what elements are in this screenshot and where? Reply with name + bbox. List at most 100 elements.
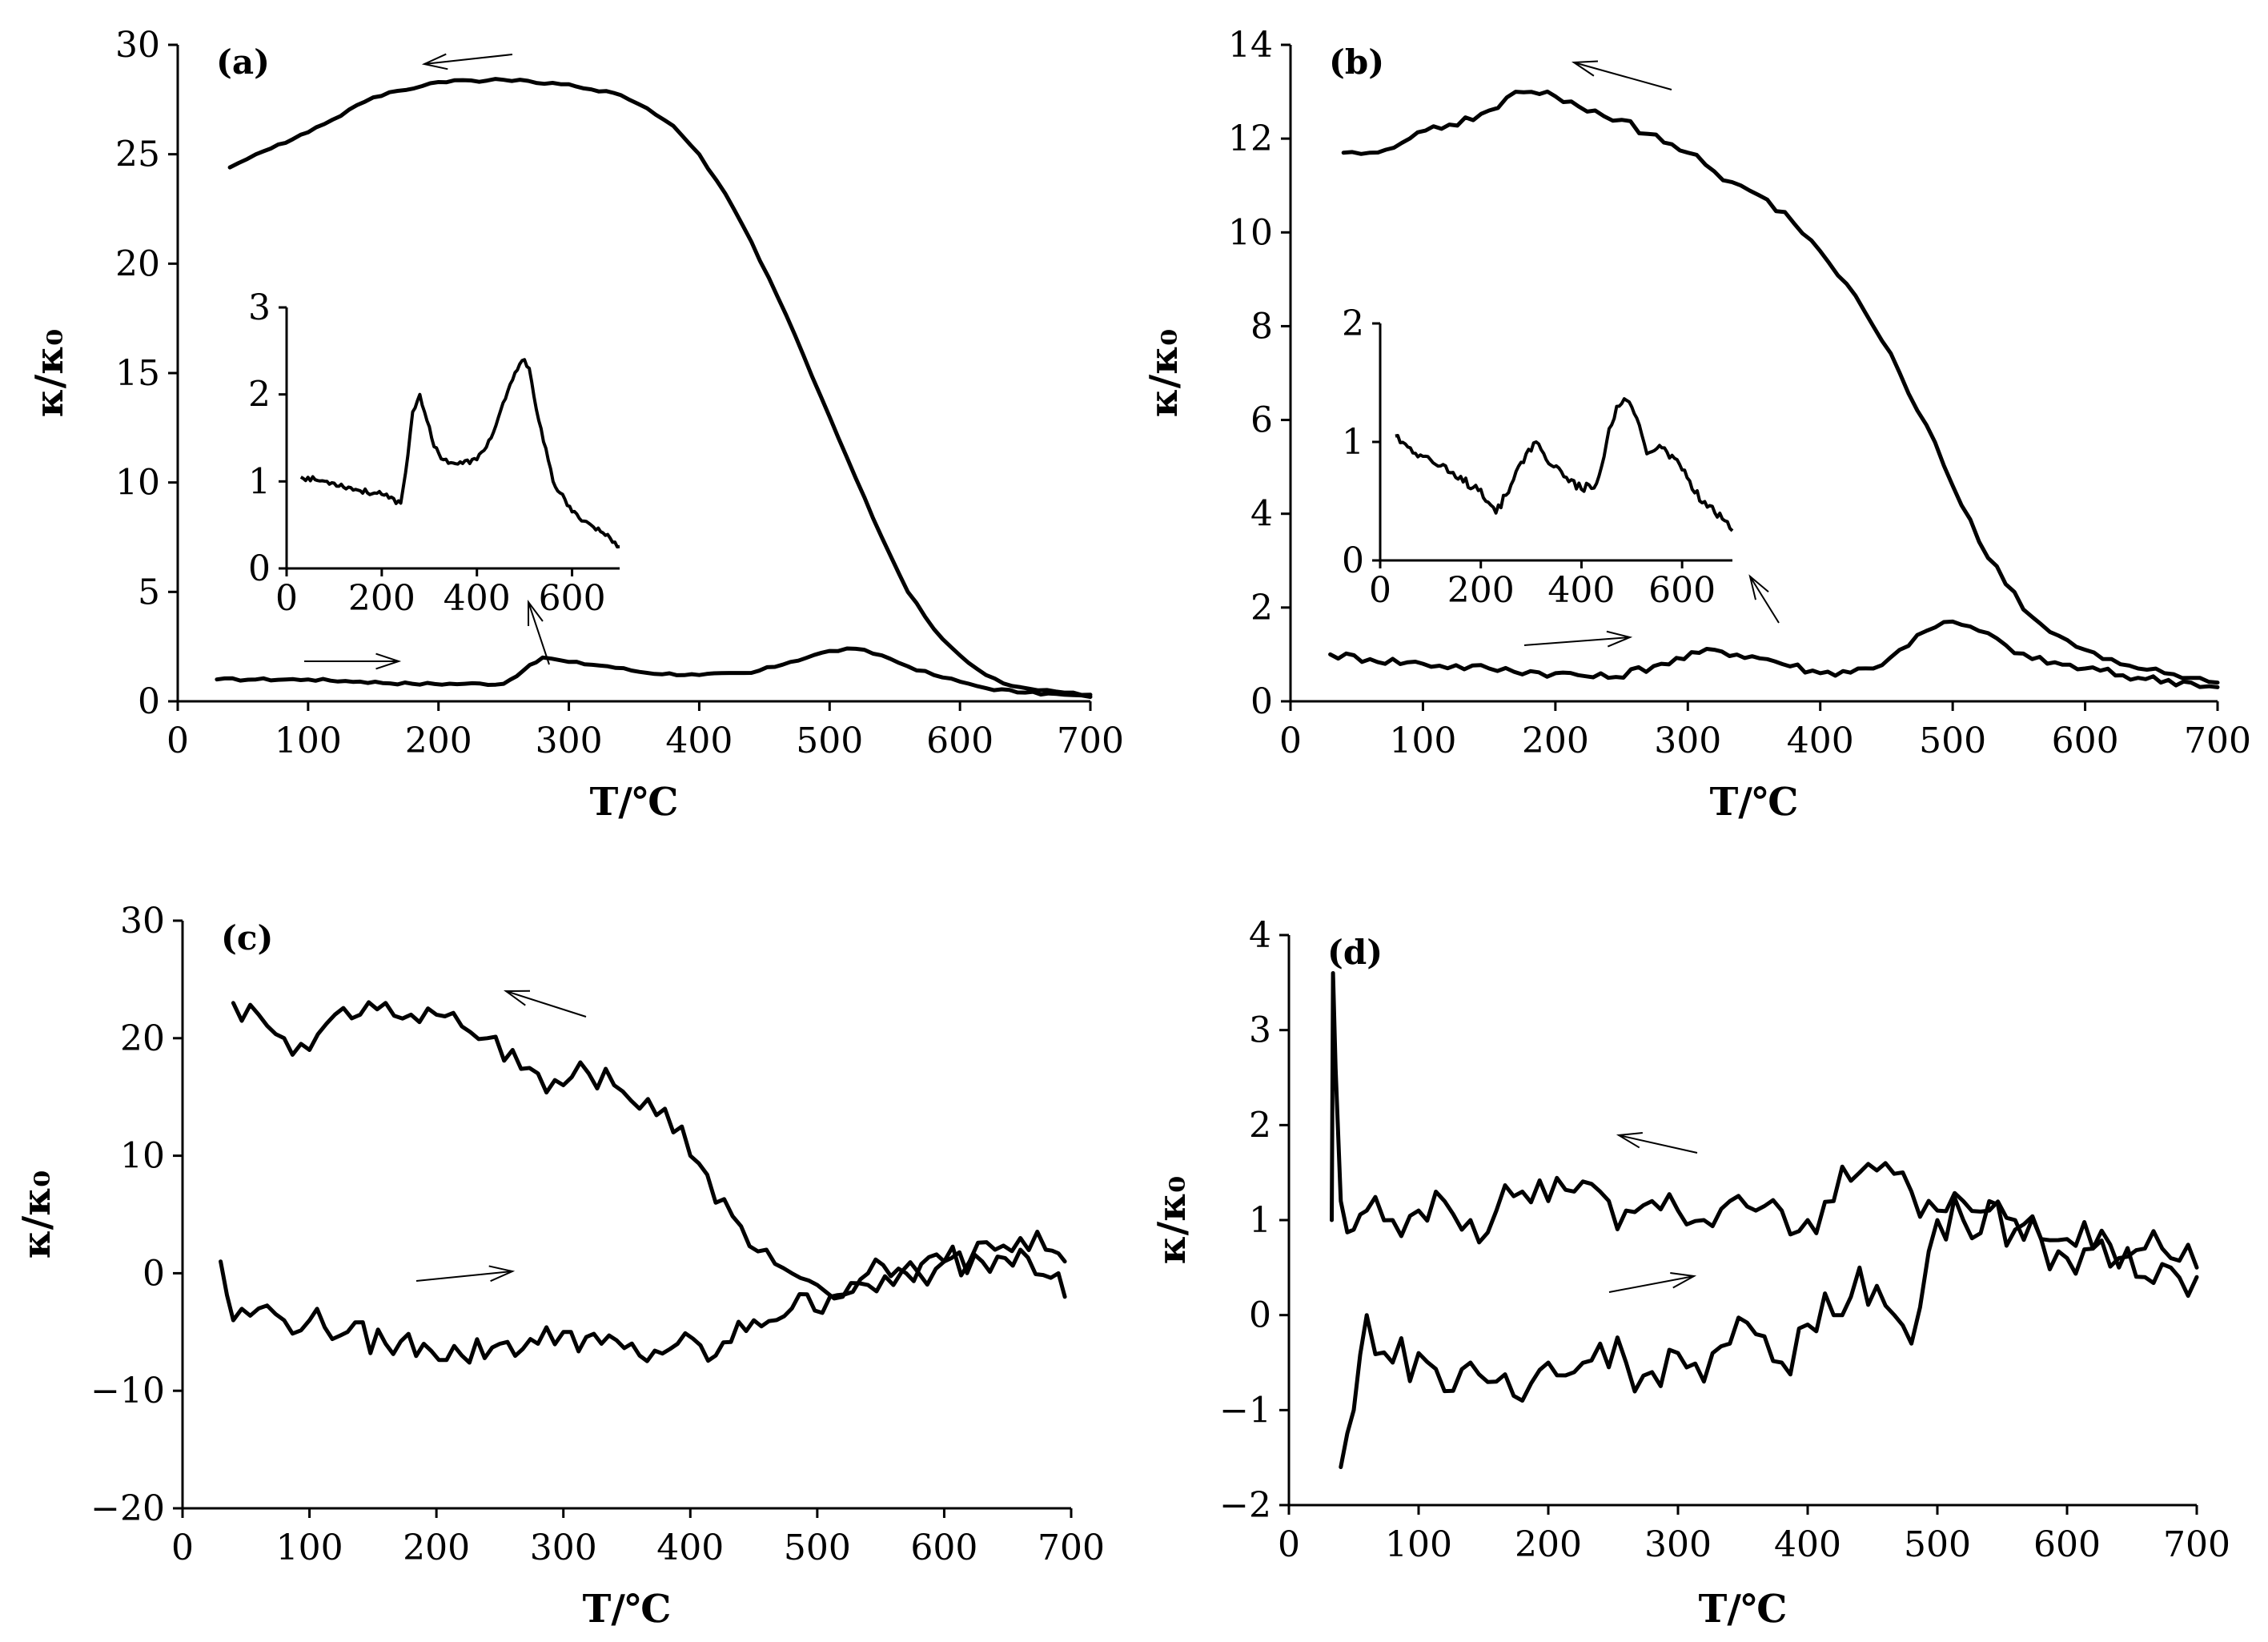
panel-label: (d) — [1327, 933, 1383, 972]
arrow-shaft — [505, 990, 587, 1018]
arrow-shaft — [528, 601, 550, 665]
inset-x-tick-label: 0 — [1369, 570, 1391, 611]
x-tick-label: 700 — [2184, 721, 2251, 761]
y-tick-label: 14 — [1228, 25, 1273, 66]
direction-arrow — [503, 990, 587, 1018]
x-tick-label: 400 — [1774, 1524, 1841, 1565]
y-tick-label: 20 — [115, 243, 160, 284]
y-tick-label: 10 — [1228, 212, 1273, 253]
x-tick-label: 500 — [1904, 1524, 1971, 1565]
panel-a: 0 100 200 300 400 500 600 700051015202530T/℃κ/κ… — [27, 25, 1124, 825]
panel-label: (a) — [216, 42, 270, 82]
y-tick-label: 6 — [1250, 400, 1273, 441]
series-heating — [219, 1247, 1067, 1365]
y-tick-label: 8 — [1250, 306, 1273, 347]
direction-arrow — [415, 1265, 516, 1283]
arrow-shaft — [1523, 636, 1631, 646]
inset-x-tick-label: 600 — [1648, 570, 1716, 611]
y-tick-label: 2 — [1249, 1105, 1271, 1146]
inset-y-tick-label: 1 — [1342, 422, 1364, 463]
series-cooling — [231, 1000, 1067, 1301]
series-heating — [215, 646, 1093, 699]
direction-arrow — [421, 53, 513, 70]
y-tick-label: 1 — [1249, 1200, 1271, 1241]
x-tick-label: 100 — [275, 721, 342, 761]
direction-arrow — [1571, 60, 1672, 90]
y-tick-label: −1 — [1219, 1390, 1271, 1431]
inset-series — [299, 358, 620, 549]
x-tick-label: 700 — [1057, 721, 1124, 761]
arrow-head — [488, 1265, 516, 1283]
inset-plot: 0 200 400 600 0 1 2 — [1342, 303, 1734, 611]
y-tick-label: 4 — [1249, 915, 1271, 956]
arrow-shaft — [1608, 1275, 1695, 1293]
inset-plot: 0 200 400 600 0 1 2 3 — [248, 287, 620, 619]
y-tick-label: −10 — [90, 1371, 165, 1411]
y-tick-label: 2 — [1250, 588, 1273, 628]
arrow-head — [1571, 60, 1599, 77]
x-axis-title: T/℃ — [590, 780, 679, 825]
arrow-head — [421, 53, 448, 70]
direction-arrow — [1608, 1272, 1697, 1293]
x-tick-label: 700 — [2163, 1524, 2230, 1565]
y-tick-label: 30 — [115, 25, 160, 66]
x-tick-label: 400 — [665, 721, 733, 761]
arrow-head — [1670, 1272, 1697, 1289]
x-tick-label: 500 — [784, 1528, 851, 1568]
x-tick-label: 300 — [1644, 1524, 1712, 1565]
x-tick-label: 200 — [1515, 1524, 1582, 1565]
x-tick-label: 300 — [530, 1528, 597, 1568]
x-tick-label: 400 — [656, 1528, 724, 1568]
y-tick-label: −20 — [90, 1488, 165, 1529]
direction-arrow — [304, 652, 402, 670]
direction-arrow — [1616, 1132, 1698, 1154]
x-tick-label: 400 — [1787, 721, 1854, 761]
arrow-head — [1616, 1132, 1643, 1149]
x-tick-label: 500 — [1919, 721, 1986, 761]
inset-x-tick-label: 200 — [1447, 570, 1515, 611]
arrow-shaft — [423, 54, 513, 65]
arrow-head — [1606, 630, 1633, 648]
inset-y-tick-label: 3 — [248, 287, 271, 328]
panel-label: (c) — [221, 918, 273, 957]
x-tick-label: 100 — [1389, 721, 1456, 761]
y-axis-title: κ/κ₀ — [1142, 329, 1186, 418]
x-tick-label: 100 — [276, 1528, 343, 1568]
y-tick-label: 0 — [1250, 681, 1273, 722]
inset-x-tick-label: 600 — [539, 578, 606, 619]
arrow-shaft — [1749, 576, 1780, 624]
x-tick-label: 200 — [1522, 721, 1589, 761]
inset-x-tick-label: 0 — [275, 578, 298, 619]
x-tick-label: 600 — [2033, 1524, 2101, 1565]
y-tick-label: 0 — [138, 681, 160, 722]
y-tick-label: 15 — [115, 353, 160, 394]
x-tick-label: 200 — [405, 721, 472, 761]
inset-y-tick-label: 1 — [248, 461, 271, 502]
y-tick-label: 10 — [120, 1136, 165, 1177]
x-tick-label: 300 — [536, 721, 603, 761]
inset-x-tick-label: 200 — [348, 578, 415, 619]
arrow-shaft — [1618, 1134, 1698, 1154]
inset-y-tick-label: 0 — [1342, 540, 1364, 581]
x-tick-label: 300 — [1654, 721, 1721, 761]
y-tick-label: 4 — [1250, 494, 1273, 535]
y-tick-label: −2 — [1219, 1485, 1271, 1526]
inset-y-tick-label: 0 — [248, 548, 271, 589]
inset-x-tick-label: 400 — [1547, 570, 1615, 611]
x-axis-title: T/℃ — [583, 1587, 672, 1632]
x-tick-label: 0 — [1278, 1524, 1300, 1565]
direction-arrow — [1748, 574, 1780, 624]
x-tick-label: 0 — [171, 1528, 194, 1568]
x-tick-label: 0 — [1279, 721, 1302, 761]
y-axis-title: κ/κ₀ — [14, 1170, 59, 1259]
series-heating — [1339, 1195, 2199, 1469]
arrow-head — [527, 599, 544, 627]
y-tick-label: 5 — [138, 572, 160, 612]
direction-arrow — [1523, 630, 1633, 648]
x-tick-label: 100 — [1385, 1524, 1452, 1565]
x-tick-label: 600 — [2052, 721, 2119, 761]
panel-label: (b) — [1329, 42, 1384, 82]
series-cooling — [227, 77, 1093, 697]
inset-y-tick-label: 2 — [248, 375, 271, 416]
